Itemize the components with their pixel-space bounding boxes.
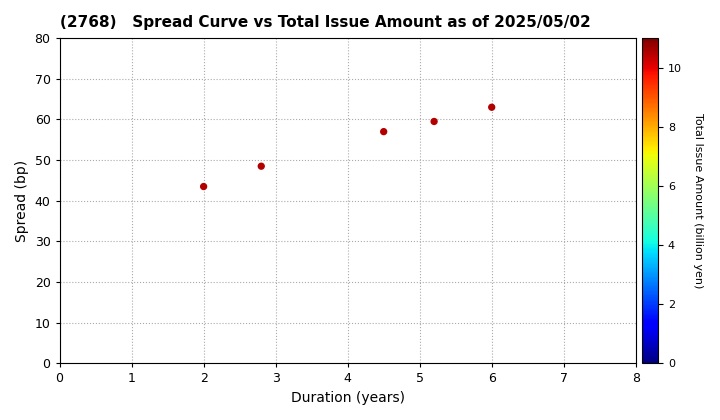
Y-axis label: Spread (bp): Spread (bp)	[15, 160, 29, 242]
Point	[378, 128, 390, 135]
Y-axis label: Total Issue Amount (billion yen): Total Issue Amount (billion yen)	[693, 113, 703, 289]
X-axis label: Duration (years): Duration (years)	[291, 391, 405, 405]
Point	[198, 183, 210, 190]
Point	[428, 118, 440, 125]
Point	[256, 163, 267, 170]
Text: (2768)   Spread Curve vs Total Issue Amount as of 2025/05/02: (2768) Spread Curve vs Total Issue Amoun…	[60, 15, 590, 30]
Point	[486, 104, 498, 110]
